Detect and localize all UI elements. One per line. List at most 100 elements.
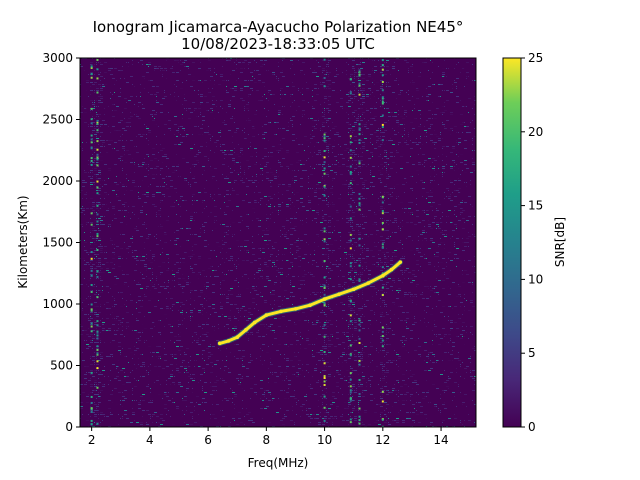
- noise-cell: [282, 138, 285, 139]
- noise-cell: [194, 144, 195, 145]
- noise-cell: [80, 112, 83, 113]
- noise-cell: [250, 398, 251, 399]
- noise-cell: [318, 152, 321, 153]
- noise-cell: [358, 400, 361, 401]
- noise-cell: [380, 260, 381, 261]
- noise-cell: [360, 120, 363, 121]
- noise-cell: [266, 214, 267, 215]
- noise-cell: [82, 302, 83, 303]
- noise-cell: [262, 138, 265, 139]
- noise-cell: [330, 192, 333, 193]
- noise-cell: [254, 180, 257, 181]
- noise-cell: [96, 84, 97, 85]
- noise-cell: [268, 226, 269, 227]
- noise-cell: [174, 384, 175, 385]
- noise-cell: [324, 314, 327, 315]
- noise-cell: [98, 230, 101, 231]
- noise-cell: [312, 126, 315, 127]
- noise-cell: [156, 346, 159, 347]
- noise-cell: [192, 270, 193, 271]
- noise-cell: [336, 388, 339, 389]
- noise-cell: [388, 176, 391, 177]
- noise-cell: [374, 66, 377, 67]
- noise-cell: [320, 292, 321, 293]
- noise-cell: [96, 274, 97, 275]
- noise-cell: [316, 234, 319, 235]
- noise-cell: [158, 226, 159, 227]
- noise-cell: [152, 254, 155, 255]
- noise-cell: [132, 256, 135, 257]
- noise-cell: [324, 232, 327, 233]
- noise-cell: [386, 292, 387, 293]
- noise-cell: [308, 322, 309, 323]
- noise-cell: [98, 260, 101, 261]
- noise-cell: [350, 342, 353, 343]
- noise-cell: [358, 78, 359, 79]
- noise-cell: [346, 258, 347, 259]
- noise-cell: [382, 376, 383, 377]
- noise-cell: [260, 248, 261, 249]
- noise-cell: [100, 304, 101, 305]
- noise-cell: [328, 320, 331, 321]
- noise-cell: [146, 138, 147, 139]
- noise-cell: [388, 204, 391, 205]
- noise-cell: [122, 168, 123, 169]
- noise-cell: [150, 402, 153, 403]
- noise-cell: [118, 158, 121, 159]
- noise-cell: [326, 80, 329, 81]
- noise-cell: [244, 174, 245, 175]
- noise-cell: [182, 292, 185, 293]
- noise-cell: [322, 284, 325, 285]
- noise-cell: [166, 392, 167, 393]
- noise-cell: [182, 118, 183, 119]
- noise-cell: [354, 122, 357, 123]
- noise-cell: [378, 384, 379, 385]
- noise-cell: [338, 370, 339, 371]
- noise-cell: [168, 392, 169, 393]
- noise-cell: [382, 312, 383, 313]
- noise-cell: [342, 158, 345, 159]
- noise-cell: [98, 292, 99, 293]
- noise-cell: [390, 214, 391, 215]
- noise-cell: [120, 156, 123, 157]
- noise-cell: [314, 194, 315, 195]
- noise-cell: [348, 376, 351, 377]
- noise-cell: [232, 236, 233, 237]
- noise-cell: [142, 180, 143, 181]
- noise-cell: [212, 386, 215, 387]
- noise-cell: [208, 244, 209, 245]
- noise-cell: [370, 124, 373, 125]
- noise-cell: [266, 172, 269, 173]
- noise-cell: [92, 108, 95, 109]
- noise-cell: [260, 348, 261, 349]
- noise-cell: [254, 200, 257, 201]
- noise-cell: [326, 230, 327, 231]
- noise-cell: [250, 142, 251, 143]
- noise-cell: [384, 302, 385, 303]
- noise-cell: [134, 400, 135, 401]
- noise-cell: [376, 266, 379, 267]
- noise-cell: [122, 418, 123, 419]
- noise-cell: [180, 134, 181, 135]
- noise-cell: [206, 110, 209, 111]
- chart-title-line1: Ionogram Jicamarca-Ayacucho Polarization…: [93, 18, 464, 36]
- noise-cell: [92, 156, 95, 157]
- noise-cell: [222, 108, 223, 109]
- noise-cell: [110, 380, 111, 381]
- noise-cell: [380, 128, 381, 129]
- noise-cell: [90, 100, 93, 101]
- noise-cell: [134, 354, 135, 355]
- noise-cell: [326, 198, 327, 199]
- chart-title-line2: 10/08/2023-18:33:05 UTC: [181, 35, 375, 53]
- noise-cell: [246, 108, 249, 109]
- noise-cell: [332, 250, 335, 251]
- noise-cell: [96, 178, 99, 179]
- noise-cell: [348, 326, 349, 327]
- noise-cell: [142, 260, 145, 261]
- noise-cell: [98, 162, 99, 163]
- noise-cell: [392, 252, 395, 253]
- noise-cell: [328, 100, 329, 101]
- noise-cell: [80, 284, 83, 285]
- noise-cell: [282, 60, 283, 61]
- noise-cell: [360, 200, 361, 201]
